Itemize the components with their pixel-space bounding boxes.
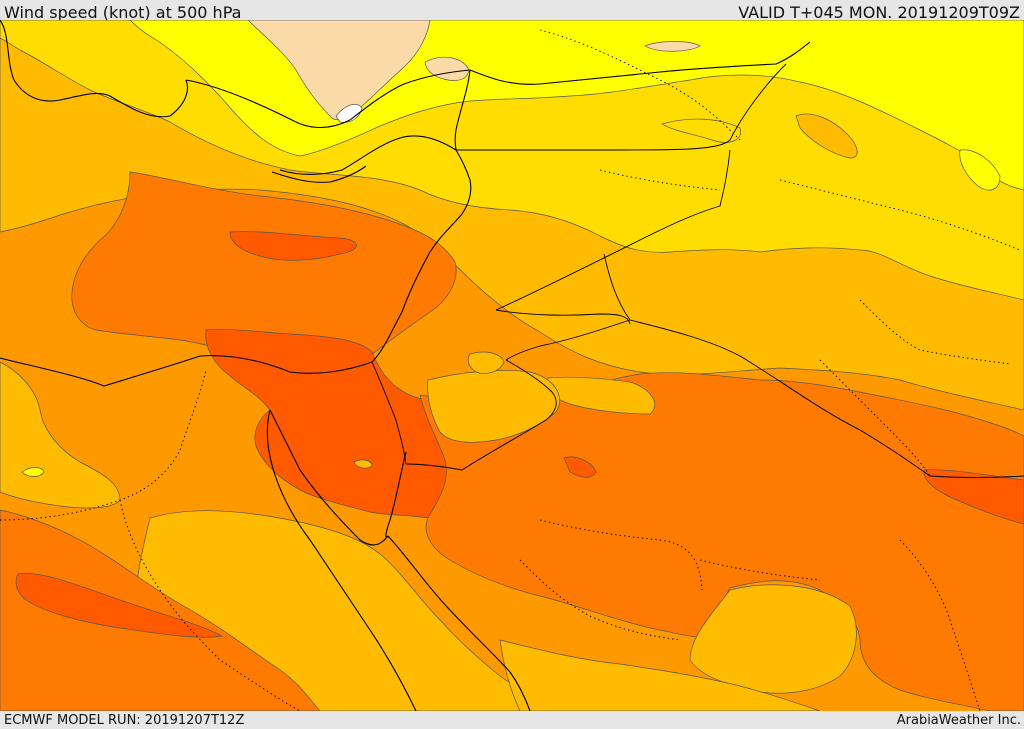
west-red-patch — [229, 231, 357, 261]
southeast-amber-field — [499, 639, 821, 711]
borders — [371, 63, 1024, 478]
red-spot — [563, 456, 597, 478]
yellow-island-east — [959, 149, 1001, 191]
gold-island-ne — [661, 118, 742, 143]
amber-oval — [353, 459, 373, 469]
map-footer: ECMWF MODEL RUN: 20191207T12Z ArabiaWeat… — [0, 711, 1024, 729]
amber-lobe-east — [546, 376, 656, 415]
coastlines — [0, 20, 811, 711]
model-run: ECMWF MODEL RUN: 20191207T12Z — [4, 713, 245, 728]
yellow-oval — [21, 467, 45, 477]
dotted-borders — [0, 29, 1021, 711]
map-title: Wind speed (knot) at 500 hPa — [4, 3, 242, 22]
valid-time: VALID T+045 MON. 20191209T09Z — [738, 3, 1020, 22]
map-header: Wind speed (knot) at 500 hPa VALID T+045… — [0, 0, 1024, 22]
weather-map — [0, 20, 1024, 711]
credit: ArabiaWeather Inc. — [896, 713, 1021, 728]
amber-south-lobe — [689, 584, 857, 694]
amber-blob-small — [467, 351, 505, 374]
wind-speed-map — [0, 20, 1024, 711]
southwest-dark-orange — [0, 509, 321, 711]
amber-island-ne — [795, 113, 858, 159]
southwest-red-patch — [15, 573, 224, 638]
peach-patch-east — [644, 41, 701, 52]
east-red-patch — [923, 469, 1024, 525]
